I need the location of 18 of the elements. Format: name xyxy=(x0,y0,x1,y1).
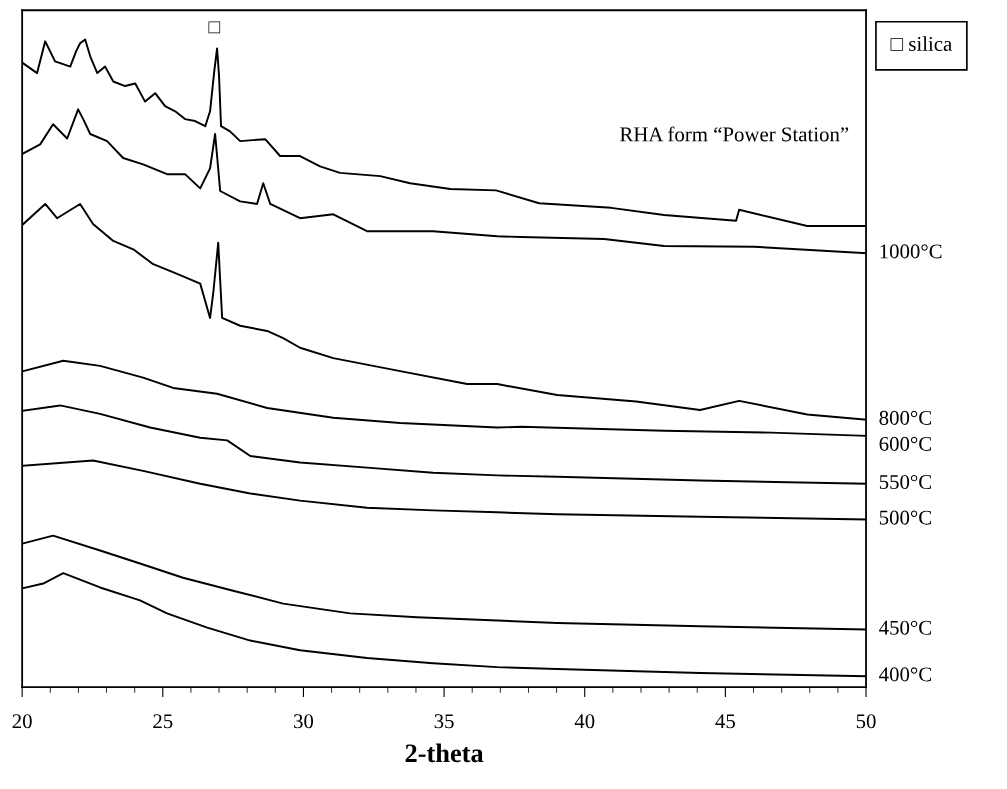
series-label: 400°C xyxy=(879,667,932,682)
x-tick-label: 25 xyxy=(153,714,173,729)
x-tick-label: 45 xyxy=(715,714,735,729)
series-label: 450°C xyxy=(879,620,932,635)
series-label: 800°C xyxy=(879,410,932,425)
x-tick-label: 50 xyxy=(856,714,876,729)
series-label: 1000°C xyxy=(880,244,942,259)
x-tick-label: 35 xyxy=(434,714,454,729)
text: □ silica xyxy=(890,36,952,51)
x-axis-title: 2-theta xyxy=(405,743,484,763)
series-label: 500°C xyxy=(879,510,932,525)
annotation: RHA form “Power Station” xyxy=(620,126,849,142)
x-tick-label: 30 xyxy=(294,714,314,729)
series-label: 600°C xyxy=(879,436,932,451)
x-tick-label: 40 xyxy=(574,714,595,729)
series-label: 550°C xyxy=(879,474,932,490)
x-tick-label: 20 xyxy=(12,714,32,729)
annotation: □ xyxy=(208,21,221,34)
